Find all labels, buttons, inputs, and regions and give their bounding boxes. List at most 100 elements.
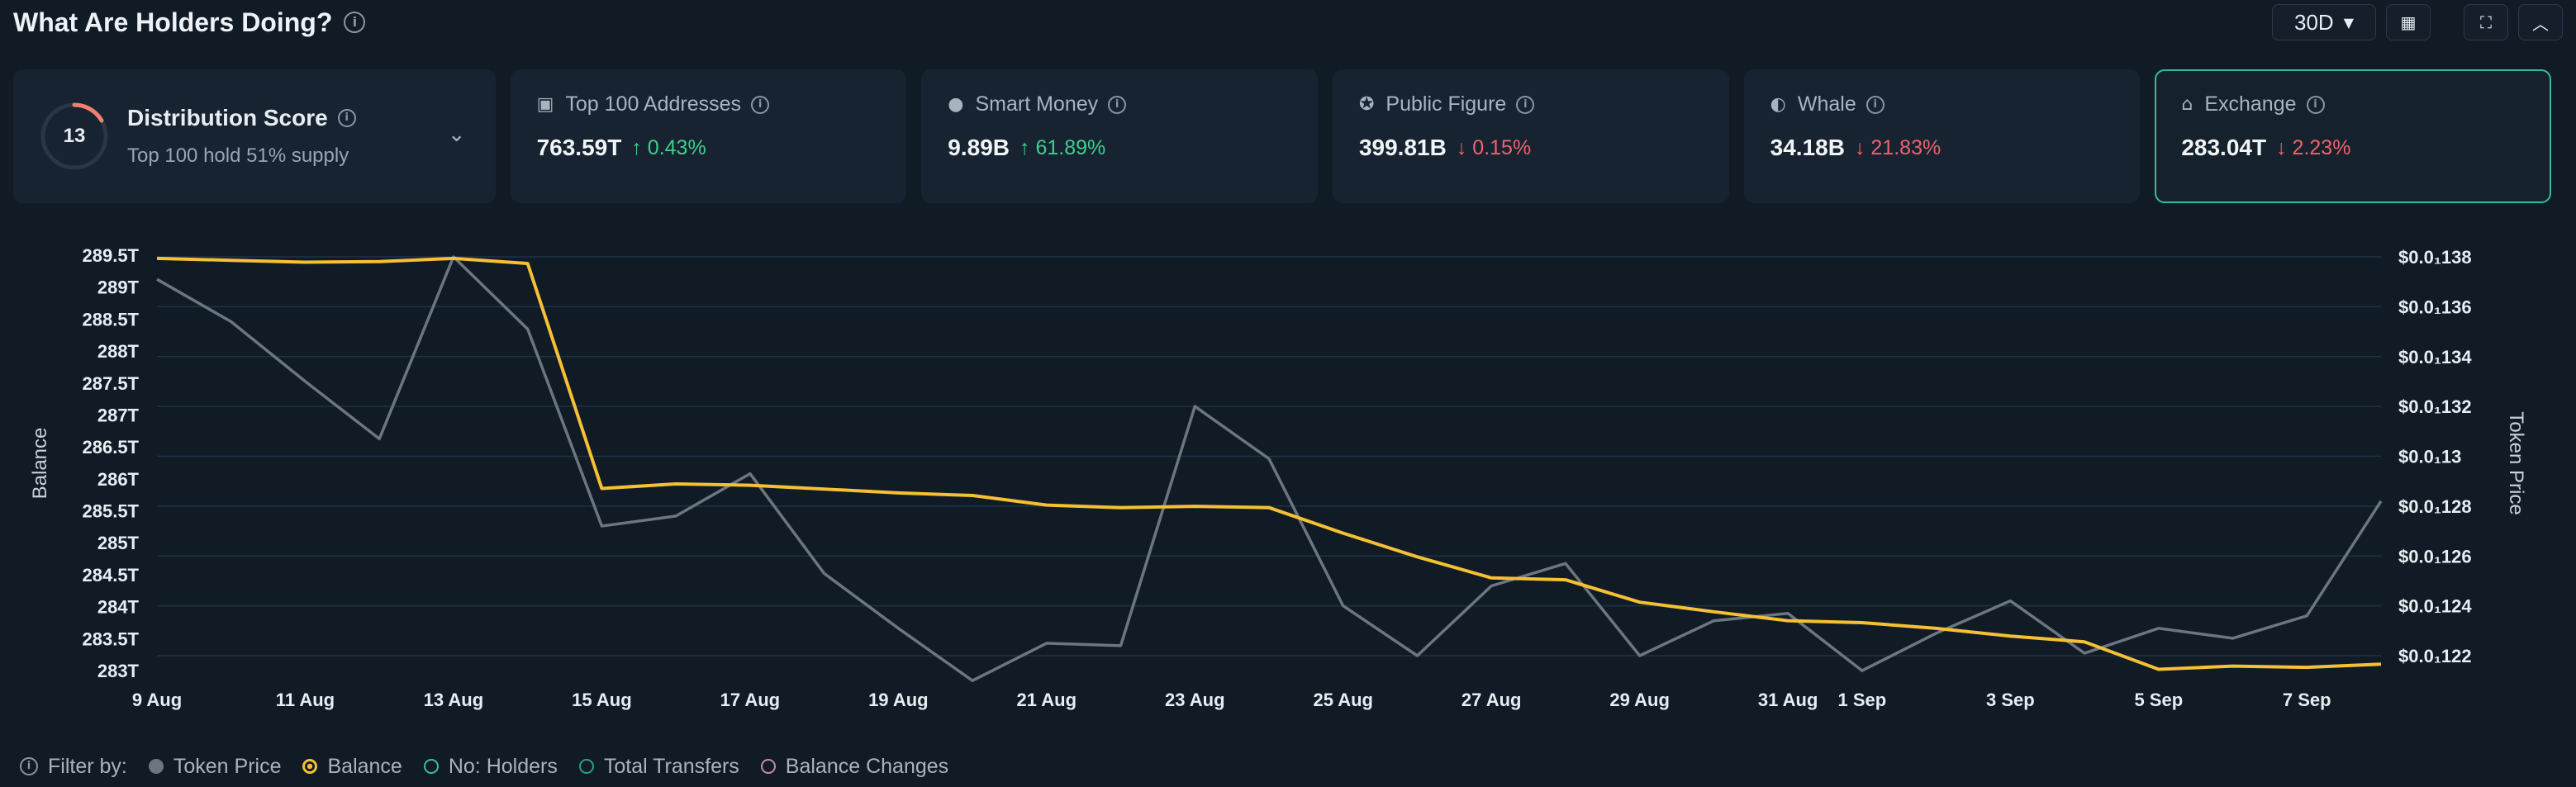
- x-tick-label: 25 Aug: [1313, 690, 1373, 710]
- period-select[interactable]: 30D ▼: [2272, 4, 2376, 40]
- card-label: Whale: [1797, 92, 1856, 116]
- chevron-down-icon: ▼: [2343, 14, 2354, 31]
- card-label: Top 100 Addresses: [565, 92, 742, 116]
- x-tick-label: 19 Aug: [868, 690, 929, 710]
- public-figure-card[interactable]: ✪ Public Figure i 399.81B ↓ 0.15%: [1332, 69, 1729, 203]
- x-tick-label: 15 Aug: [572, 690, 632, 710]
- series-line-token-price: [156, 255, 2383, 682]
- y-right-tick-label: $0.0₁13: [2398, 447, 2461, 467]
- holders-chart[interactable]: 283T 283.5T 284T 284.5T 285T 285.5T 286T 286.5T…: [0, 230, 2576, 725]
- y-right-axis-title: Token Price: [2505, 411, 2527, 514]
- y-right-tick-label: $0.0₁132: [2398, 396, 2472, 417]
- card-label: Exchange: [2204, 92, 2297, 116]
- page-title: What Are Holders Doing?: [13, 7, 333, 37]
- card-value: 283.04T: [2181, 135, 2267, 160]
- card-label: Smart Money: [975, 92, 1099, 116]
- x-tick-label: 21 Aug: [1017, 690, 1077, 710]
- filter-item-label: Total Transfers: [603, 754, 739, 778]
- filter-balance-changes[interactable]: Balance Changes: [760, 754, 949, 779]
- x-tick-label: 29 Aug: [1609, 690, 1670, 710]
- card-value: 9.89B: [948, 135, 1010, 160]
- filter-item-label: Balance Changes: [785, 754, 949, 778]
- distribution-info-icon[interactable]: i: [337, 109, 356, 127]
- smart-money-card[interactable]: ● Smart Money i 9.89B ↑ 61.89%: [921, 69, 1318, 203]
- filter-item-label: Token Price: [173, 754, 282, 778]
- smart-money-icon: ●: [948, 94, 964, 115]
- y-left-tick-label: 288T: [97, 341, 140, 362]
- y-left-tick-label: 285T: [97, 533, 140, 553]
- metric-cards: 13 Distribution Score i Top 100 hold 51% …: [13, 69, 2552, 203]
- x-tick-label: 5 Sep: [2134, 690, 2183, 710]
- card-change: ↓ 0.15%: [1456, 135, 1532, 159]
- chevron-up-icon: ︿: [2532, 13, 2549, 34]
- y-right-tick-label: $0.0₁126: [2398, 546, 2472, 567]
- info-icon[interactable]: i: [1865, 95, 1884, 114]
- card-value: 34.18B: [1770, 135, 1845, 160]
- x-tick-label: 11 Aug: [276, 690, 335, 710]
- top100-card[interactable]: ▣ Top 100 Addresses i 763.59T ↑ 0.43%: [510, 69, 907, 203]
- distribution-score-value: 13: [63, 125, 86, 147]
- y-right-tick-label: $0.0₁124: [2398, 596, 2472, 617]
- card-change: ↑ 0.43%: [631, 135, 706, 159]
- header-controls: 30D ▼ ▦ ⛶ ︿: [2272, 4, 2563, 40]
- x-tick-label: 13 Aug: [424, 690, 484, 710]
- card-change: ↓ 21.83%: [1854, 135, 1942, 159]
- card-change: ↓ 2.23%: [2276, 135, 2351, 159]
- y-right-tick-label: $0.0₁122: [2398, 646, 2472, 666]
- filter-balance[interactable]: Balance: [302, 755, 402, 779]
- exchange-card[interactable]: ⌂ Exchange i 283.04T ↓ 2.23%: [2155, 69, 2552, 203]
- chevron-down-icon[interactable]: ⌄: [447, 122, 466, 147]
- y-left-tick-label: 283.5T: [83, 628, 140, 649]
- title-info-icon[interactable]: i: [344, 12, 366, 33]
- header: What Are Holders Doing? i 30D ▼ ▦ ⛶ ︿: [13, 0, 2563, 45]
- y-left-tick-label: 283T: [97, 661, 140, 681]
- legend-dot: [148, 759, 164, 774]
- y-right-tick-label: $0.0₁134: [2398, 347, 2472, 367]
- y-left-tick-label: 287.5T: [83, 373, 140, 394]
- y-left-axis-title: Balance: [29, 428, 51, 500]
- filter-holders[interactable]: No: Holders: [423, 754, 558, 779]
- info-icon[interactable]: i: [2306, 95, 2325, 114]
- fullscreen-button[interactable]: ⛶: [2464, 4, 2508, 40]
- calendar-button[interactable]: ▦: [2386, 4, 2431, 40]
- info-icon[interactable]: i: [1516, 95, 1535, 114]
- legend-dot: [760, 759, 776, 774]
- collapse-button[interactable]: ︿: [2518, 4, 2563, 40]
- y-left-tick-label: 287T: [97, 405, 140, 425]
- x-tick-label: 31 Aug: [1758, 690, 1818, 710]
- y-left-tick-label: 289T: [97, 277, 140, 298]
- x-tick-label: 1 Sep: [1838, 690, 1887, 710]
- whale-card[interactable]: ◐ Whale i 34.18B ↓ 21.83%: [1743, 69, 2141, 203]
- x-tick-label: 3 Sep: [1986, 690, 2035, 710]
- bank-icon: ⌂: [2181, 94, 2193, 115]
- y-left-tick-label: 286.5T: [83, 437, 140, 458]
- y-left-tick-label: 285.5T: [83, 501, 140, 522]
- distribution-score-card[interactable]: 13 Distribution Score i Top 100 hold 51% …: [13, 69, 496, 203]
- filter-token-price[interactable]: Token Price: [148, 754, 282, 779]
- public-figure-icon: ✪: [1358, 94, 1375, 115]
- filter-item-label: No: Holders: [448, 754, 558, 778]
- y-right-tick-label: $0.0₁138: [2398, 247, 2472, 268]
- info-icon[interactable]: i: [1108, 95, 1127, 114]
- y-right-tick-label: $0.0₁128: [2398, 496, 2472, 517]
- filter-item-label: Balance: [327, 754, 402, 778]
- filter-label: Filter by:: [48, 754, 127, 778]
- period-value: 30D: [2293, 9, 2334, 35]
- legend-dot: [423, 759, 439, 774]
- filter-info-icon[interactable]: i: [20, 757, 38, 775]
- distribution-subtitle: Top 100 hold 51% supply: [127, 145, 349, 167]
- legend-dot: [578, 759, 594, 774]
- info-icon[interactable]: i: [751, 95, 770, 114]
- card-label: Public Figure: [1385, 92, 1507, 116]
- x-tick-label: 9 Aug: [132, 690, 182, 710]
- whale-icon: ◐: [1770, 94, 1786, 115]
- fullscreen-icon: ⛶: [2480, 12, 2492, 32]
- x-tick-label: 23 Aug: [1165, 690, 1225, 710]
- card-value: 399.81B: [1358, 135, 1447, 160]
- card-value: 763.59T: [536, 135, 622, 160]
- y-left-tick-label: 288.5T: [83, 309, 140, 329]
- calendar-icon: ▦: [2400, 12, 2417, 32]
- filter-total-transfers[interactable]: Total Transfers: [578, 754, 739, 779]
- series-line-balance: [156, 256, 2382, 671]
- distribution-gauge: 13: [40, 102, 109, 171]
